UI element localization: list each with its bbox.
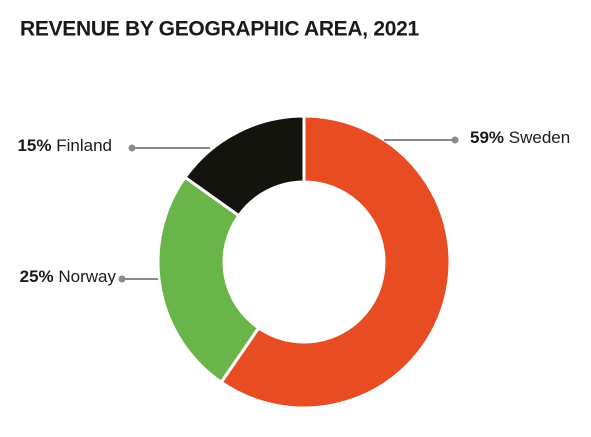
leader-dot: [451, 136, 459, 144]
donut-slice: [182, 114, 306, 218]
leader-dot: [118, 275, 126, 283]
chart-title: REVENUE BY GEOGRAPHIC AREA, 2021: [20, 18, 419, 41]
slice-label: 25% Norway: [20, 267, 117, 286]
value-label: 15%: [17, 136, 51, 155]
category-label: Norway: [58, 267, 116, 286]
category-label: Finland: [56, 136, 112, 155]
category-label: Sweden: [509, 128, 570, 147]
value-label: 59%: [470, 128, 504, 147]
leader-dot: [128, 144, 136, 152]
donut-slice: [219, 114, 452, 410]
slice-label: 59% Sweden: [470, 128, 570, 147]
donut-slice: [156, 175, 261, 385]
slice-label: 15% Finland: [17, 136, 112, 155]
value-label: 25%: [20, 267, 54, 286]
